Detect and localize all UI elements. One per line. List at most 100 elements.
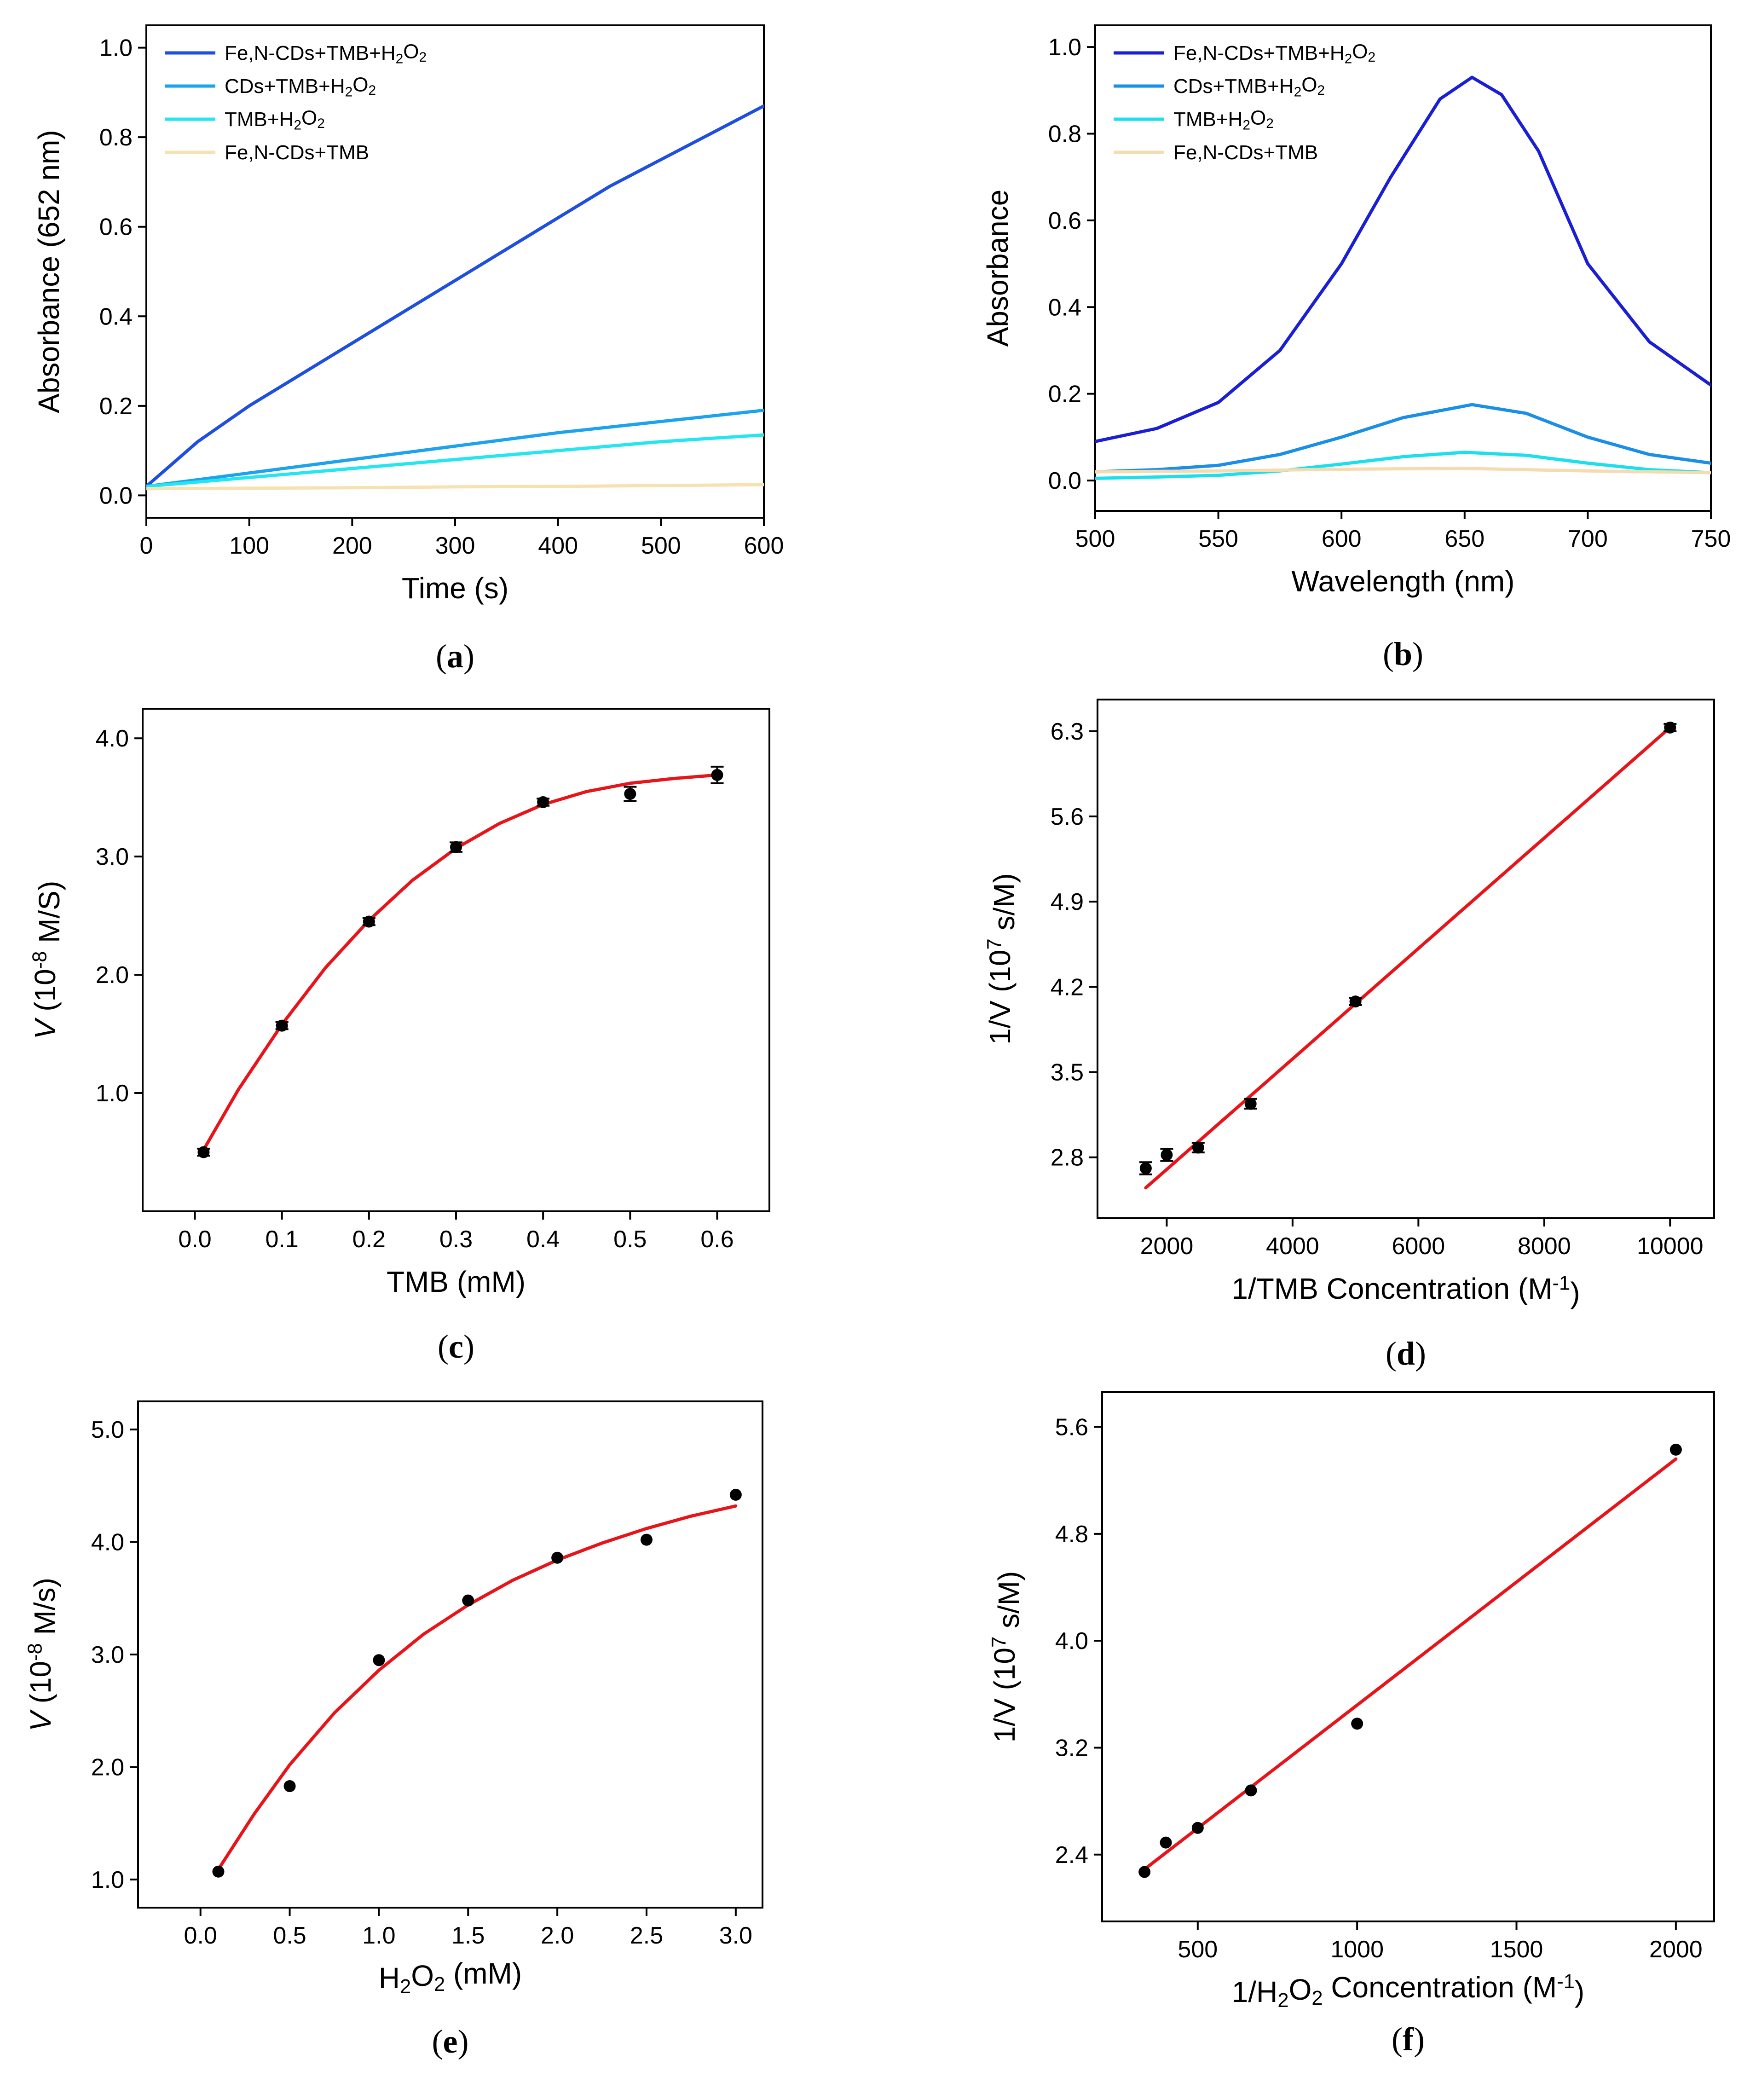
data-point bbox=[373, 1654, 385, 1666]
x-tick-label: 300 bbox=[435, 532, 475, 559]
data-point bbox=[1191, 1822, 1204, 1834]
label-fragment: 2 bbox=[400, 1976, 411, 1998]
x-tick-label: 4000 bbox=[1266, 1233, 1319, 1260]
x-axis-title: 1/H2O2 Concentration (M-1) bbox=[1232, 1971, 1584, 2012]
y-tick-label: 0.8 bbox=[99, 124, 133, 151]
legend-label: TMB+H2O2 bbox=[1173, 106, 1274, 133]
label-fragment: Fe,N-CDs+TMB bbox=[225, 141, 369, 164]
y-tick-label: 3.2 bbox=[1055, 1735, 1088, 1761]
plot-frame bbox=[1097, 699, 1715, 1219]
plot-area bbox=[146, 104, 764, 491]
data-point bbox=[537, 796, 549, 808]
label-fragment: 2 bbox=[434, 1973, 445, 1996]
plot-area bbox=[1138, 1443, 1682, 1878]
y-tick-label: 0.4 bbox=[99, 303, 133, 330]
x-tick-label: 6000 bbox=[1392, 1233, 1445, 1260]
x-tick-label: 200 bbox=[332, 532, 372, 559]
label-fragment: Fe,N-CDs+TMB+ bbox=[1173, 42, 1330, 64]
fit-line bbox=[217, 1504, 738, 1871]
y-axis-title: V (10-8 M/s) bbox=[24, 1578, 61, 1731]
data-point bbox=[1244, 1098, 1257, 1110]
data-point bbox=[283, 1780, 296, 1792]
italic-fragment: V bbox=[29, 1017, 62, 1039]
label-fragment: CDs+TMB+ bbox=[1173, 75, 1279, 98]
y-axis-title: 1/V (107 s/M) bbox=[988, 1571, 1025, 1743]
y-tick-label: 2.8 bbox=[1051, 1145, 1084, 1171]
data-point bbox=[640, 1533, 653, 1546]
y-tick-label: 0.8 bbox=[1048, 121, 1081, 147]
label-fragment: O bbox=[411, 1959, 434, 1992]
x-tick-label: 1000 bbox=[1330, 1936, 1384, 1963]
y-tick-label: 0.0 bbox=[1048, 468, 1081, 494]
data-point bbox=[1349, 995, 1362, 1008]
x-tick-label: 1500 bbox=[1490, 1936, 1543, 1963]
label-fragment: 2 bbox=[1317, 83, 1325, 98]
y-tick-label: 2.4 bbox=[1055, 1842, 1088, 1869]
y-tick-label: 3.0 bbox=[91, 1642, 124, 1668]
label-fragment: O bbox=[352, 73, 368, 96]
x-tick-label: 650 bbox=[1444, 526, 1485, 552]
data-point bbox=[624, 787, 636, 800]
panel-label-fragment: ( bbox=[1383, 636, 1394, 672]
legend-label: CDs+TMB+H2O2 bbox=[1173, 73, 1325, 99]
legend-label: Fe,N-CDs+TMB+H2O2 bbox=[1173, 40, 1375, 66]
panel-label-fragment: ( bbox=[436, 638, 447, 675]
label-fragment: O bbox=[1301, 73, 1317, 96]
x-tick-label: 600 bbox=[744, 532, 784, 559]
data-point bbox=[1160, 1836, 1172, 1849]
y-tick-label: 4.0 bbox=[96, 725, 129, 752]
panel-label-fragment: c bbox=[449, 1328, 463, 1365]
y-axis-title: V (10-8 M/S) bbox=[29, 881, 66, 1040]
y-tick-label: 1.0 bbox=[96, 1080, 129, 1107]
x-tick-label: 2.5 bbox=[630, 1922, 663, 1949]
x-tick-label: 1.0 bbox=[362, 1922, 395, 1949]
label-fragment: 10 bbox=[983, 950, 1017, 983]
y-tick-label: 0.0 bbox=[99, 482, 133, 509]
legend: Fe,N-CDs+TMB+H2O2 CDs+TMB+H2O2 TMB+H2O2 Fe,… bbox=[1114, 40, 1375, 164]
label-fragment: M bbox=[1532, 1971, 1557, 2004]
label-fragment: O bbox=[301, 106, 317, 129]
label-fragment: 2 bbox=[1311, 1987, 1323, 2009]
data-point bbox=[1138, 1866, 1151, 1878]
label-fragment: H bbox=[379, 1961, 400, 1995]
x-tick-label: 8000 bbox=[1518, 1233, 1571, 1260]
data-point bbox=[1351, 1718, 1363, 1730]
x-tick-label: 1.5 bbox=[451, 1922, 485, 1949]
legend-label: Fe,N-CDs+TMB bbox=[225, 141, 369, 164]
plot-frame bbox=[142, 708, 770, 1212]
legend-label: Fe,N-CDs+TMB bbox=[1173, 141, 1318, 164]
x-tick-label: 0.2 bbox=[352, 1226, 386, 1253]
y-tick-label: 5.6 bbox=[1051, 804, 1084, 830]
x-tick-label: 500 bbox=[641, 532, 681, 559]
panel-label-fragment: ) bbox=[463, 638, 474, 675]
label-fragment: H bbox=[1228, 108, 1243, 131]
label-fragment: CDs+TMB+ bbox=[225, 75, 330, 98]
panel-label: (f) bbox=[1392, 2021, 1425, 2058]
label-fragment: Fe,N-CDs+TMB bbox=[1173, 141, 1318, 164]
series-line-2 bbox=[146, 433, 764, 488]
panel-label-fragment: ( bbox=[1392, 2021, 1403, 2058]
plot-frame bbox=[137, 1400, 763, 1909]
panel-label: (c) bbox=[438, 1328, 474, 1365]
x-tick-label: 0.3 bbox=[439, 1226, 473, 1253]
y-tick-label: 0.6 bbox=[99, 214, 133, 241]
legend-label: Fe,N-CDs+TMB+H2O2 bbox=[225, 40, 427, 66]
y-tick-label: 0.4 bbox=[1048, 294, 1081, 321]
label-fragment: -1 bbox=[1557, 1971, 1575, 1993]
label-fragment: TMB+ bbox=[225, 108, 279, 131]
label-fragment: ) bbox=[1570, 1276, 1580, 1309]
y-tick-label: 6.3 bbox=[1051, 718, 1084, 745]
label-fragment: O bbox=[403, 40, 419, 63]
y-tick-label: 2.0 bbox=[96, 962, 129, 989]
label-fragment: Concentration ( bbox=[1323, 1971, 1532, 2004]
y-axis-title: Absorbance (652 nm) bbox=[32, 130, 65, 413]
label-fragment: O bbox=[1352, 40, 1368, 63]
panel-label-fragment: ) bbox=[457, 2023, 468, 2060]
y-tick-label: 3.0 bbox=[96, 844, 129, 870]
y-axis-title: 1/V (107 s/M) bbox=[983, 873, 1021, 1045]
label-fragment: s/M) bbox=[988, 873, 1021, 938]
chart-panel-c: 0.0 0.1 0.2 0.3 0.4 0.5 0.6 1.0 2.0 3.0 4.0 TMB (mM… bbox=[29, 708, 770, 1365]
y-tick-label: 4.8 bbox=[1055, 1521, 1088, 1548]
x-tick-label: 0.4 bbox=[526, 1226, 560, 1253]
